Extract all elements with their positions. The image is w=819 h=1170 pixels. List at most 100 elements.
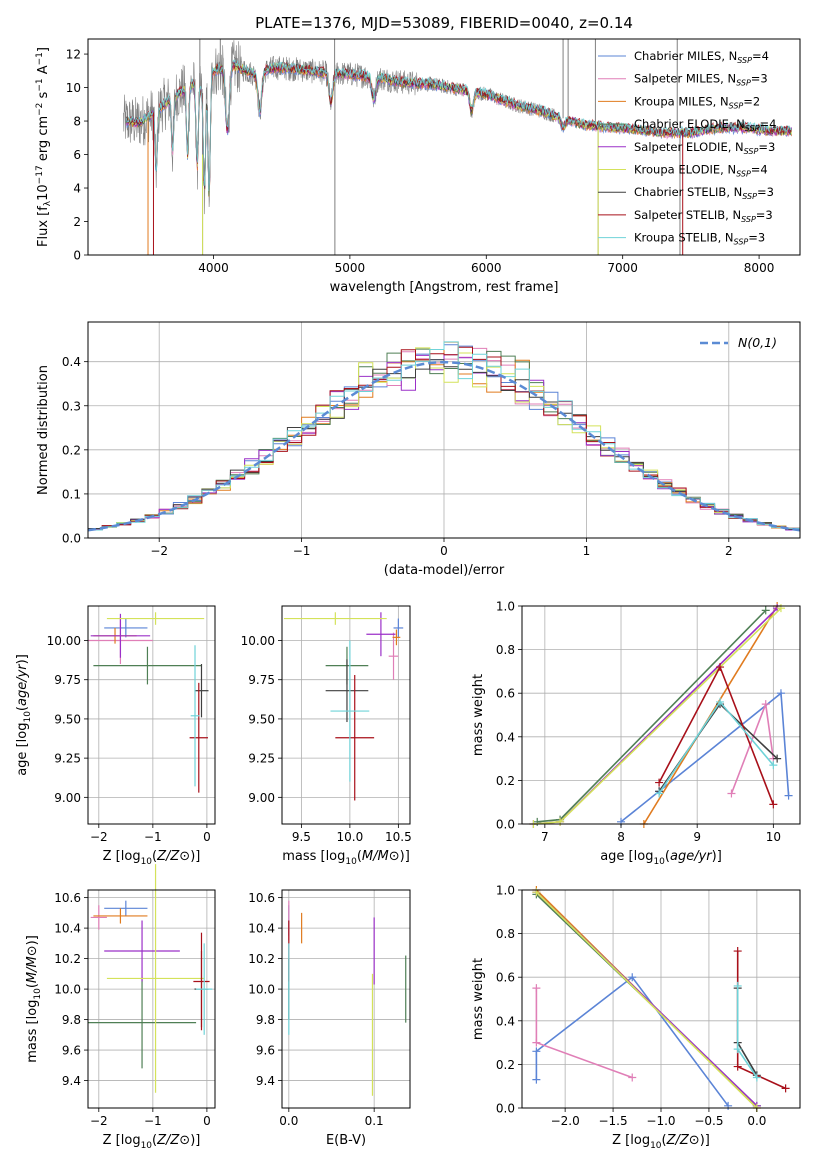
errorbar-area [88, 612, 209, 793]
y-tick-label: 9.25 [54, 752, 81, 766]
x-tick-label: 2 [725, 544, 733, 558]
x-tick-label: 6000 [471, 261, 502, 275]
y-tick-label: 9.75 [248, 673, 275, 687]
weight-point-marker [781, 1084, 790, 1093]
grid-lines [88, 890, 215, 1108]
y-tick-label: 6 [73, 148, 81, 162]
grid-lines [88, 606, 215, 824]
x-axis-label: (data-model)/error [384, 563, 505, 578]
weight-vs-age-panel: 7 8 9 10 0.0 0.2 0.4 0.6 0.8 1.0 age [log10(age/yr… [471, 600, 801, 867]
weight-point-marker [761, 700, 770, 709]
weight-series-line [658, 665, 775, 805]
weight-point-marker [733, 981, 742, 990]
y-tick-label: 9.25 [248, 752, 275, 766]
x-axis-label: Z [log10(Z/Z⊙)] [103, 1133, 201, 1151]
y-tick-label: 9.6 [256, 1044, 275, 1058]
weight-point-marker [752, 1073, 761, 1082]
legend-label: Kroupa ELODIE, NSSP=4 [634, 163, 768, 179]
model-spectrum [125, 59, 792, 191]
errorbar-area [88, 864, 213, 1093]
y-tick-label: 10.4 [54, 922, 81, 936]
age-vs-metallicity-panel: −2 −1 0 9.00 9.25 9.50 9.75 10.00 Z [log10(Z/Z⊙)… [15, 605, 216, 867]
y-tick-label: 0.0 [496, 1102, 515, 1116]
axes-frame [281, 889, 411, 1109]
y-tick-label: 10.6 [248, 891, 275, 905]
y-tick-label: 9.50 [54, 712, 81, 726]
x-tick-label: −1 [144, 830, 162, 844]
y-axis-label: Flux [fλ10−17 erg cm−2 s−1 A−1] [35, 47, 53, 247]
x-tick-label: 7 [541, 830, 549, 844]
weight-point-marker [761, 606, 770, 615]
y-tick-label: 8 [73, 115, 81, 129]
x-tick-label: 0 [440, 544, 448, 558]
legend-label: Chabrier MILES, NSSP=4 [634, 49, 769, 65]
x-tick-label: −1.0 [646, 1114, 675, 1128]
axes-frame [87, 38, 801, 256]
y-tick-label: 10.6 [54, 891, 81, 905]
spectrum-legend: Chabrier MILES, NSSP=4 Salpeter MILES, NS… [598, 49, 776, 247]
weight-vs-metallicity-panel: −2.0 −1.5 −1.0 −0.5 0.0 0.0 0.2 0.4 0.6 0.8 1.0 Z [… [471, 884, 801, 1151]
axes-frame [87, 889, 216, 1109]
weight-series-line [620, 691, 790, 823]
y-tick-label: 0.4 [496, 1014, 515, 1028]
y-tick-label: 0.2 [496, 774, 515, 788]
x-tick-label: 7000 [607, 261, 638, 275]
residuals-legend: N(0,1) [700, 335, 777, 350]
weight-series-line [535, 976, 729, 1107]
weight-point-marker [769, 761, 778, 770]
legend-label: Chabrier STELIB, NSSP=3 [634, 185, 774, 201]
y-axis-label: age [log10(age/yr)] [15, 654, 33, 776]
y-tick-label: 0.3 [62, 399, 81, 413]
axes-frame [281, 605, 411, 825]
y-tick-label: 9.4 [256, 1074, 275, 1088]
weight-point-marker [628, 1073, 637, 1082]
weight-lines-area [529, 602, 793, 828]
y-tick-label: 9.8 [62, 1013, 81, 1027]
weight-point-marker [769, 800, 778, 809]
histogram-series [88, 341, 800, 531]
y-axis-label: mass [log10(M/M⊙)] [25, 935, 43, 1063]
weight-point-marker [628, 973, 637, 982]
y-tick-label: 9.4 [62, 1074, 81, 1088]
y-tick-label: 0.6 [496, 971, 515, 985]
y-tick-label: 10.2 [54, 952, 81, 966]
y-tick-label: 9.50 [248, 712, 275, 726]
y-tick-label: 0.4 [496, 730, 515, 744]
grid-lines [282, 606, 410, 824]
weight-lines-area [532, 886, 790, 1112]
x-tick-label: 10.0 [337, 830, 364, 844]
weight-series-line [658, 700, 774, 794]
legend-label: Kroupa MILES, NSSP=2 [634, 94, 760, 110]
y-axis-label: mass weight [471, 958, 486, 1040]
x-tick-label: 0.0 [747, 1114, 766, 1128]
y-tick-label: 1.0 [496, 600, 515, 614]
x-tick-label: −2 [90, 1114, 108, 1128]
weight-point-marker [773, 754, 782, 763]
x-tick-label: 1 [583, 544, 591, 558]
x-tick-label: −1 [293, 544, 311, 558]
legend-label: Salpeter ELODIE, NSSP=3 [634, 140, 775, 156]
weight-point-marker [733, 947, 742, 956]
x-axis-label: Z [log10(Z/Z⊙)] [612, 1133, 710, 1151]
weight-point-marker [727, 789, 736, 798]
y-tick-label: 0.8 [496, 927, 515, 941]
mass-vs-extinction-panel: 0.0 0.1 9.4 9.6 9.8 10.0 10.2 10.4 10.6 E(B-V) [248, 889, 411, 1148]
spectrum-plot-area [123, 39, 793, 255]
y-tick-label: 0.0 [62, 532, 81, 546]
y-tick-label: 0 [73, 249, 81, 263]
errorbar-area [288, 900, 407, 1096]
y-tick-label: 0.2 [496, 1058, 515, 1072]
x-tick-label: 8000 [744, 261, 775, 275]
y-axis-label: mass weight [471, 674, 486, 756]
y-tick-label: 12 [66, 48, 81, 62]
errorbar-area [283, 612, 404, 801]
x-tick-label: 9 [693, 830, 701, 844]
x-axis-label: E(B-V) [326, 1133, 366, 1148]
y-tick-label: 9.00 [248, 791, 275, 805]
x-axis-label: mass [log10(M/M⊙)] [282, 849, 410, 867]
y-tick-label: 0.8 [496, 643, 515, 657]
x-tick-label: 9.5 [292, 830, 311, 844]
y-tick-label: 9.8 [256, 1013, 275, 1027]
x-tick-label: 10.5 [385, 830, 412, 844]
